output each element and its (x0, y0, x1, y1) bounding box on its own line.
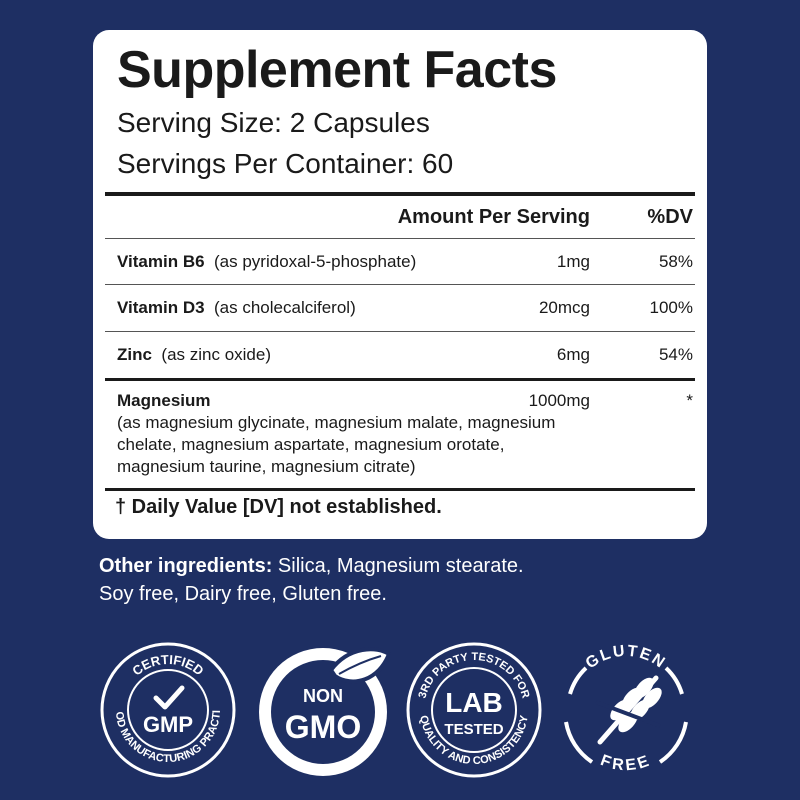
non-gmo-line1: NON (303, 686, 343, 706)
other-ingredients-text: Silica, Magnesium stearate. (272, 555, 524, 577)
gluten-free-bottom-text: FREE (598, 752, 651, 774)
wheat-crossed-icon (595, 675, 662, 745)
supplement-facts-panel: Supplement Facts Serving Size: 2 Capsule… (93, 30, 707, 539)
divider (105, 284, 695, 285)
svg-text:CERTIFIED: CERTIFIED (129, 652, 206, 679)
thick-divider (105, 192, 695, 196)
nutrient-dv: 58% (658, 252, 693, 271)
nutrient-name: Zinc (117, 345, 152, 364)
gmp-top-text: CERTIFIED (129, 652, 206, 679)
nutrient-name: Vitamin B6 (117, 252, 205, 271)
free-from-text: Soy free, Dairy free, Gluten free. (99, 583, 387, 605)
divider (105, 238, 695, 239)
gluten-free-badge: GLUTEN FREE (564, 643, 688, 774)
checkmark-icon (153, 685, 185, 710)
gmp-badge: CERTIFIED GOOD MANUFACTURING PRACTICE GM… (98, 640, 236, 778)
lab-line2: TESTED (444, 721, 503, 738)
svg-text:FREE: FREE (598, 752, 654, 774)
divider (105, 331, 695, 332)
non-gmo-badge: NON GMO (259, 647, 392, 776)
lab-tested-badge: 3RD PARTY TESTED FOR QUALITY AND CONSIST… (406, 642, 542, 778)
facts-title: Supplement Facts (117, 41, 557, 99)
header-dv: %DV (647, 206, 693, 228)
thick-divider (105, 488, 695, 491)
header-amount: Amount Per Serving (397, 206, 590, 228)
nutrient-detail: (as cholecalciferol) (214, 298, 356, 317)
other-ingredients: Other ingredients: Silica, Magnesium ste… (99, 552, 524, 608)
serving-size: Serving Size: 2 Capsules (117, 107, 430, 138)
nutrient-amount: 6mg (556, 345, 590, 364)
nutrient-detail: (as pyridoxal-5-phosphate) (214, 252, 417, 271)
nutrient-dv: 100% (649, 298, 693, 317)
thick-divider (105, 378, 695, 381)
other-ingredients-label: Other ingredients: (99, 555, 273, 577)
gmp-center-text: GMP (143, 712, 193, 737)
nutrient-detail: (as zinc oxide) (161, 345, 272, 364)
gluten-free-top-text: GLUTEN (583, 643, 667, 673)
nutrient-amount: 20mcg (538, 298, 590, 317)
nutrient-name: Magnesium (117, 391, 211, 410)
nutrient-dv: * (686, 391, 693, 410)
nutrient-name: Vitamin D3 (117, 298, 205, 317)
footnote: † Daily Value [DV] not established. (115, 496, 442, 518)
svg-text:GLUTEN: GLUTEN (583, 643, 669, 673)
servings-per-container: Servings Per Container: 60 (117, 148, 454, 179)
magnesium-detail: (as magnesium glycinate, magnesium malat… (117, 413, 556, 476)
non-gmo-line2: GMO (285, 709, 361, 745)
nutrient-amount: 1000mg (528, 391, 590, 410)
nutrient-dv: 54% (658, 345, 693, 364)
lab-line1: LAB (445, 687, 503, 718)
nutrient-amount: 1mg (556, 252, 590, 271)
